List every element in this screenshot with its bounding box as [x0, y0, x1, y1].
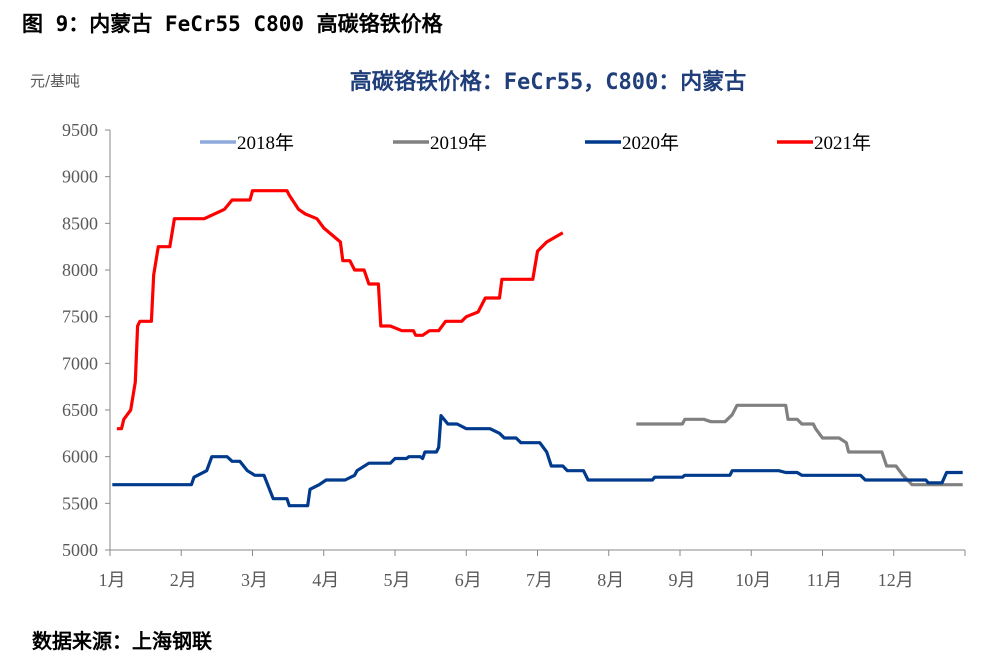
x-tick-label: 7月 [526, 570, 553, 590]
y-tick-label: 5500 [62, 493, 98, 513]
x-tick-label: 12月 [878, 570, 914, 590]
x-tick-label: 6月 [455, 570, 482, 590]
legend-label: 2019年 [430, 132, 487, 154]
series-line-2020 [112, 414, 963, 508]
y-tick-label: 5000 [62, 540, 98, 560]
y-tick-label: 8500 [62, 213, 98, 233]
x-tick-label: 3月 [241, 570, 268, 590]
y-tick-label: 9000 [62, 167, 98, 187]
x-tick-label: 11月 [807, 570, 842, 590]
x-tick-label: 2月 [170, 570, 197, 590]
legend-item: 2021年 [777, 132, 871, 154]
x-tick-label: 10月 [735, 570, 771, 590]
x-tick-label: 8月 [597, 570, 624, 590]
x-tick-label: 5月 [384, 570, 411, 590]
y-axis-unit: 元/基吨 [30, 72, 80, 90]
legend-label: 2020年 [622, 132, 679, 154]
x-tick-label: 4月 [312, 570, 339, 590]
figure-title: 图 9：内蒙古 FeCr55 C800 高碳铬铁价格 [22, 12, 443, 36]
x-tick-label: 9月 [669, 570, 696, 590]
legend-item: 2019年 [393, 132, 487, 154]
y-tick-label: 7500 [62, 307, 98, 327]
series-line-2021 [116, 189, 564, 431]
y-tick-label: 6000 [62, 447, 98, 467]
legend-label: 2018年 [237, 132, 294, 154]
chart-title: 高碳铬铁价格：FeCr55，C800：内蒙古 [350, 69, 746, 95]
series-line-2019 [636, 403, 963, 487]
y-tick-label: 7000 [62, 353, 98, 373]
legend-item: 2018年 [200, 132, 294, 154]
data-source: 数据来源：上海钢联 [32, 629, 212, 653]
y-tick-label: 6500 [62, 400, 98, 420]
y-tick-label: 8000 [62, 260, 98, 280]
legend-label: 2021年 [814, 132, 871, 154]
y-tick-label: 9500 [62, 120, 98, 140]
legend-item: 2020年 [585, 132, 679, 154]
x-tick-label: 1月 [99, 570, 126, 590]
